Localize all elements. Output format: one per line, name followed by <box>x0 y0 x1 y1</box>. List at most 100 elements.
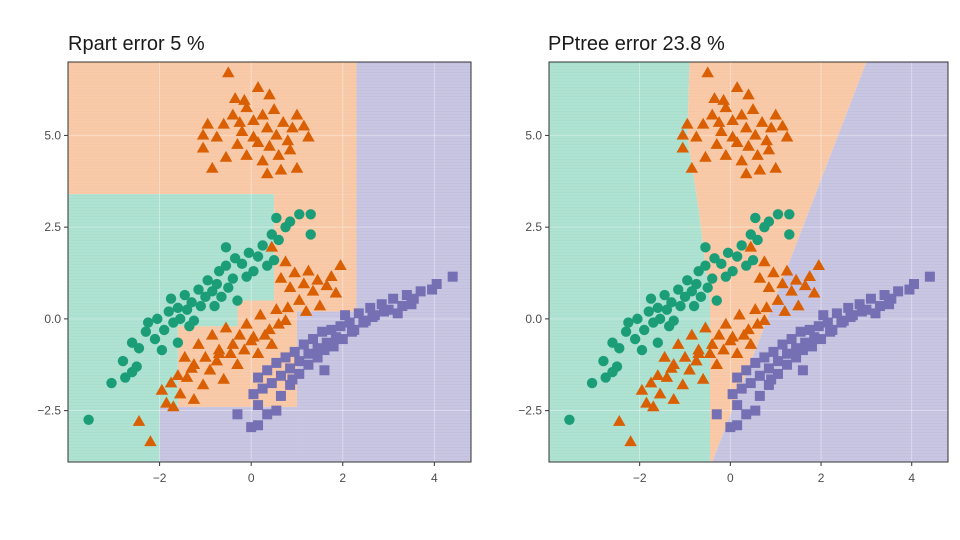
point-purple-square <box>367 312 378 323</box>
point-green-circle <box>248 265 259 277</box>
point-green-circle <box>654 313 666 325</box>
point-orange-triangle <box>313 299 327 311</box>
point-green-circle <box>652 337 664 348</box>
point-green-circle <box>636 344 648 356</box>
point-purple-square <box>924 271 935 282</box>
point-purple-square <box>262 409 273 420</box>
point-orange-triangle <box>769 161 782 173</box>
point-orange-triangle <box>265 240 279 252</box>
region-green <box>68 194 275 301</box>
point-orange-triangle <box>235 125 249 137</box>
point-orange-triangle <box>210 354 224 366</box>
point-orange-triangle <box>710 358 724 370</box>
point-orange-triangle <box>780 130 794 142</box>
point-green-circle <box>639 324 650 336</box>
point-orange-triangle <box>267 103 281 114</box>
point-orange-triangle <box>712 115 726 127</box>
x-tick-label: 0 <box>248 471 255 485</box>
point-orange-triangle <box>297 119 311 131</box>
point-green-circle <box>643 306 654 317</box>
point-purple-square <box>874 301 885 312</box>
point-orange-triangle <box>238 93 251 105</box>
point-green-circle <box>271 212 282 224</box>
point-purple-square <box>772 368 783 379</box>
point-purple-square <box>791 343 802 354</box>
point-purple-square <box>772 356 783 367</box>
point-green-circle <box>284 216 296 227</box>
point-orange-triangle <box>767 266 780 278</box>
point-orange-triangle <box>780 264 794 276</box>
point-orange-triangle <box>297 277 311 289</box>
point-orange-triangle <box>726 114 739 126</box>
y-tick-label: 2.5 <box>44 220 61 234</box>
point-purple-square <box>763 379 774 390</box>
point-purple-square <box>879 290 890 301</box>
point-orange-triangle <box>306 284 320 296</box>
point-green-circle <box>117 355 129 367</box>
point-purple-square <box>886 293 897 304</box>
point-orange-triangle <box>292 293 306 305</box>
point-orange-triangle <box>769 108 782 120</box>
point-green-circle <box>629 333 641 345</box>
point-green-circle <box>163 306 174 317</box>
point-orange-triangle <box>705 108 719 120</box>
point-green-circle <box>174 313 186 325</box>
x-tick-label: 2 <box>339 471 346 485</box>
point-purple-square <box>289 346 300 357</box>
point-green-circle <box>614 343 625 354</box>
x-tick-label: −2 <box>153 471 167 485</box>
point-purple-square <box>427 284 438 295</box>
point-orange-triangle <box>690 130 703 142</box>
point-orange-triangle <box>281 301 295 313</box>
rpart-data-points <box>83 66 458 447</box>
point-purple-square <box>754 370 765 381</box>
point-purple-square <box>818 310 829 321</box>
point-purple-square <box>303 359 314 370</box>
point-purple-square <box>253 400 264 411</box>
point-orange-triangle <box>624 435 637 447</box>
point-orange-triangle <box>256 154 269 166</box>
point-orange-triangle <box>776 119 789 131</box>
point-purple-square <box>725 422 736 433</box>
point-purple-square <box>365 302 376 313</box>
point-orange-triangle <box>222 66 235 78</box>
point-orange-triangle <box>651 369 665 381</box>
point-orange-triangle <box>640 396 653 408</box>
point-purple-square <box>378 306 389 317</box>
point-orange-triangle <box>226 108 240 120</box>
point-orange-triangle <box>226 337 240 349</box>
point-purple-square <box>319 345 330 356</box>
y-tick-label: 0.0 <box>44 312 61 326</box>
point-orange-triangle <box>219 150 233 162</box>
point-purple-square <box>401 290 412 301</box>
point-purple-square <box>280 352 291 363</box>
point-green-circle <box>707 273 718 284</box>
point-orange-triangle <box>667 358 680 370</box>
point-orange-triangle <box>676 128 690 140</box>
point-orange-triangle <box>758 255 771 267</box>
point-orange-triangle <box>233 115 247 127</box>
point-orange-triangle <box>760 134 773 146</box>
point-green-circle <box>663 321 675 332</box>
point-green-circle <box>294 209 305 220</box>
point-orange-triangle <box>160 396 173 408</box>
point-orange-triangle <box>187 358 201 370</box>
point-purple-square <box>397 301 408 312</box>
point-orange-triangle <box>256 108 269 120</box>
point-green-circle <box>193 284 204 295</box>
region-purple <box>712 62 948 462</box>
point-purple-square <box>287 374 298 385</box>
point-orange-triangle <box>681 117 694 129</box>
point-purple-square <box>741 365 752 376</box>
point-orange-triangle <box>231 358 244 370</box>
point-purple-square <box>736 383 747 394</box>
point-purple-square <box>831 308 842 319</box>
point-orange-triangle <box>260 121 274 133</box>
point-green-circle <box>727 265 738 277</box>
point-purple-square <box>727 389 738 400</box>
point-orange-triangle <box>260 167 274 179</box>
point-green-circle <box>223 282 234 293</box>
point-green-circle <box>106 377 117 389</box>
point-orange-triangle <box>171 369 185 381</box>
point-green-circle <box>700 242 711 253</box>
